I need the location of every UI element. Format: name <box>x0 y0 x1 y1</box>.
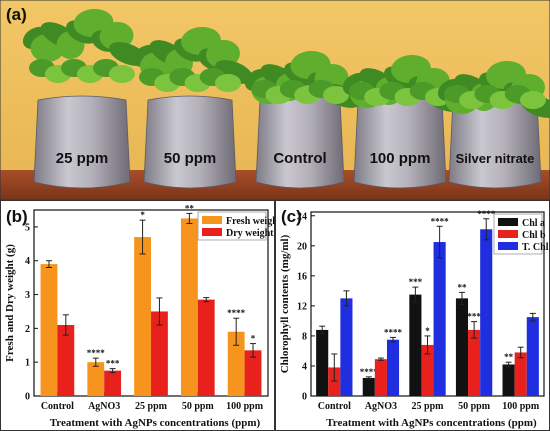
x-tick-label: AgNO3 <box>365 401 397 412</box>
x-tick-label: 25 ppm <box>412 401 445 412</box>
legend-swatch <box>202 216 222 224</box>
plant-foliage <box>437 60 550 118</box>
bar <box>316 329 329 396</box>
bar <box>526 317 539 396</box>
y-tick-label: 5 <box>25 222 30 233</box>
x-tick-label: Control <box>41 401 74 412</box>
y-tick-label: 16 <box>297 271 307 282</box>
x-axis-label: Treatment with AgNPs concentrations (ppm… <box>50 417 261 429</box>
plant-foliage <box>132 26 253 92</box>
panel-label: (b) <box>6 207 28 226</box>
bar <box>340 298 353 396</box>
significance-mark: **** <box>431 216 450 226</box>
pot-label: Silver nitrate <box>456 151 535 166</box>
legend: Fresh weightDry weight <box>197 211 275 241</box>
legend-swatch <box>498 218 518 226</box>
y-tick-label: 8 <box>302 331 307 342</box>
bar <box>104 370 122 396</box>
legend-swatch <box>498 230 518 238</box>
significance-mark: **** <box>477 209 496 219</box>
x-tick-label: 50 ppm <box>458 401 491 412</box>
y-tick-label: 12 <box>297 301 307 312</box>
pot <box>353 95 447 189</box>
x-tick-label: AgNO3 <box>88 401 120 412</box>
x-tick-label: 100 ppm <box>502 401 540 412</box>
x-tick-label: Control <box>318 401 351 412</box>
panel-label: (c) <box>281 207 302 226</box>
legend-swatch <box>202 228 222 236</box>
y-tick-label: 2 <box>25 324 30 335</box>
bar <box>57 324 75 396</box>
significance-mark: **** <box>87 348 106 358</box>
significance-mark: **** <box>227 308 246 318</box>
x-tick-label: 25 ppm <box>135 401 168 412</box>
significance-mark: *** <box>106 359 120 369</box>
bar <box>409 294 422 396</box>
significance-mark: * <box>425 326 430 336</box>
significance-mark: * <box>140 210 145 220</box>
pot <box>255 95 345 189</box>
legend-label: Chl b <box>522 230 546 241</box>
y-tick-label: 0 <box>25 392 30 403</box>
significance-mark: *** <box>409 277 423 287</box>
bar <box>374 359 387 396</box>
chart-fresh-dry-weight: (b) 0 1 2 3 4 5 Fresh and Dry weight (g) Treatme… <box>0 200 275 431</box>
significance-mark: **** <box>360 367 379 377</box>
bar <box>151 311 168 396</box>
y-tick-label: 1 <box>25 358 30 369</box>
chart-chlorophyll: (c) 0 4 8 12 16 20 24 Chlorophyll contents (mg/m… <box>275 200 550 431</box>
significance-mark: ** <box>457 282 467 292</box>
bar <box>480 229 493 396</box>
bar <box>468 329 481 396</box>
significance-mark: **** <box>384 327 403 337</box>
y-axis-label: Chlorophyll contents (mg/ml) <box>279 234 291 373</box>
pot-label: 100 ppm <box>370 150 431 167</box>
pot-label: 50 ppm <box>164 150 217 167</box>
significance-mark: *** <box>467 312 481 322</box>
significance-mark: ** <box>185 203 195 213</box>
bar <box>502 364 515 396</box>
y-tick-label: 24 <box>297 211 307 222</box>
bar <box>328 367 341 396</box>
bar <box>455 298 469 396</box>
y-axis-label: Fresh and Dry weight (g) <box>4 244 16 362</box>
x-tick-label: 100 ppm <box>226 401 264 412</box>
plant-photo: 25 ppm 50 ppm Control 100 ppm Silver nitrate… <box>0 0 550 200</box>
bar <box>227 331 245 396</box>
x-tick-label: 50 ppm <box>182 401 215 412</box>
pot-label: 25 ppm <box>56 150 109 167</box>
bar <box>134 237 151 396</box>
y-tick-label: 20 <box>297 241 307 252</box>
bar <box>433 242 446 396</box>
legend-label: Dry weight <box>226 228 274 239</box>
bar <box>386 339 400 396</box>
significance-mark: ** <box>504 352 514 362</box>
y-tick-label: 4 <box>302 361 307 372</box>
y-tick-label: 0 <box>302 392 307 403</box>
legend-label: Chl a <box>522 218 545 229</box>
bar <box>40 264 58 396</box>
legend-swatch <box>498 242 518 250</box>
panel-a-label: (a) <box>6 5 27 24</box>
bar <box>197 299 215 396</box>
plant-foliage <box>244 50 361 108</box>
pot <box>33 95 131 189</box>
significance-mark: * <box>251 334 256 344</box>
bar <box>514 352 527 396</box>
pot-label: Control <box>273 150 326 167</box>
y-tick-label: 3 <box>25 290 30 301</box>
legend-label: T. Chl <box>522 242 549 253</box>
bar <box>362 377 375 396</box>
pots-group: 25 ppm 50 ppm Control 100 ppm Silver nitrate <box>22 8 550 189</box>
bar <box>180 218 198 396</box>
x-axis-label: Treatment with AgNPs concentrations (ppm… <box>326 417 537 429</box>
pot <box>143 95 237 189</box>
bar <box>87 362 105 396</box>
y-tick-label: 4 <box>25 256 30 267</box>
bar <box>421 344 434 396</box>
legend-label: Fresh weight <box>226 216 275 227</box>
bar <box>244 350 262 396</box>
